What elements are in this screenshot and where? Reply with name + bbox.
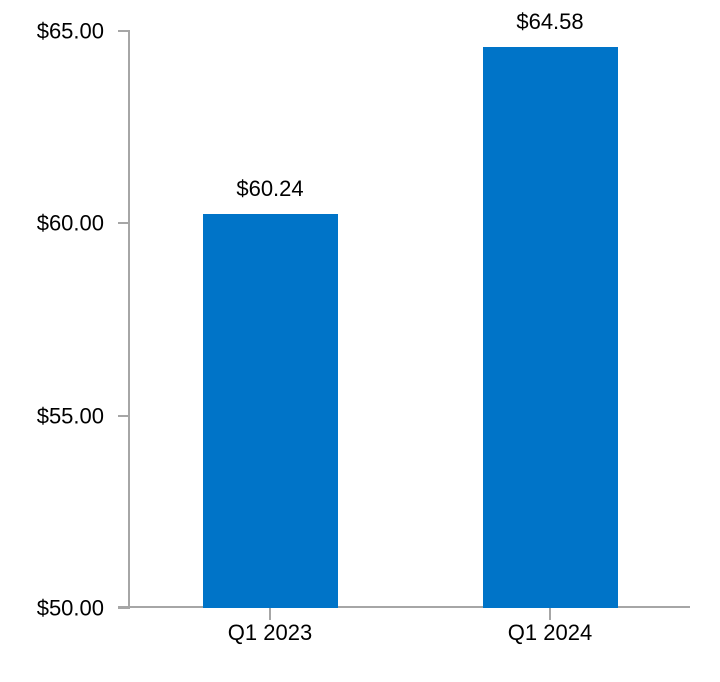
x-axis-tick <box>549 608 551 620</box>
y-axis-tick <box>118 222 130 225</box>
x-axis-tick <box>269 608 271 620</box>
y-axis-tick <box>118 414 130 417</box>
y-axis-tick <box>118 30 130 32</box>
y-axis-tick-label: $60.00 <box>36 210 104 236</box>
y-axis-tick <box>118 607 130 609</box>
x-axis-label: Q1 2023 <box>227 620 313 645</box>
bar-value-label: $60.24 <box>236 176 304 202</box>
x-axis-label: Q1 2024 <box>507 620 593 645</box>
bar-value-label: $64.58 <box>516 9 584 35</box>
y-axis-tick-label: $65.00 <box>36 18 104 44</box>
x-axis-line <box>118 606 690 608</box>
y-axis-tick-label: $50.00 <box>36 595 104 621</box>
y-axis-line <box>128 31 130 608</box>
bar-q1-2023 <box>202 214 338 608</box>
y-axis-tick-label: $55.00 <box>36 403 104 429</box>
bar-q1-2024 <box>482 47 618 608</box>
